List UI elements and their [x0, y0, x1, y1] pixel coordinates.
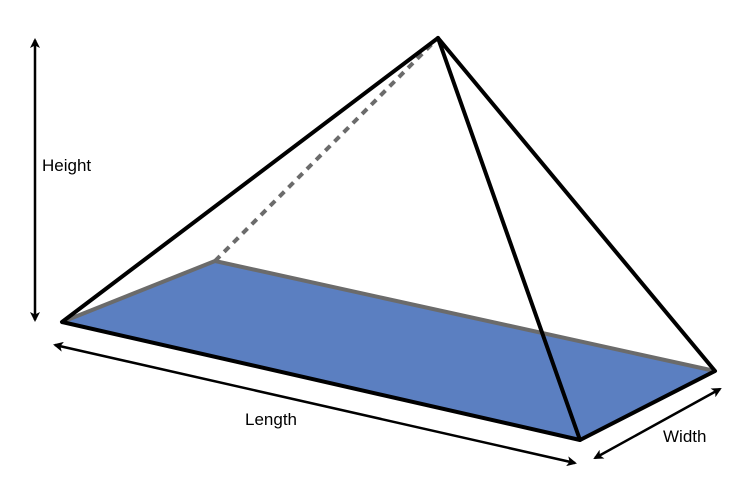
edge-right-to-apex	[436, 36, 717, 373]
edge-left-to-apex	[60, 36, 440, 324]
width-arrow	[593, 387, 722, 460]
length-label: Length	[245, 410, 297, 429]
length-arrow	[53, 341, 577, 467]
width-label: Width	[663, 427, 706, 446]
height-label: Height	[42, 156, 91, 175]
hidden-edge	[213, 36, 440, 263]
